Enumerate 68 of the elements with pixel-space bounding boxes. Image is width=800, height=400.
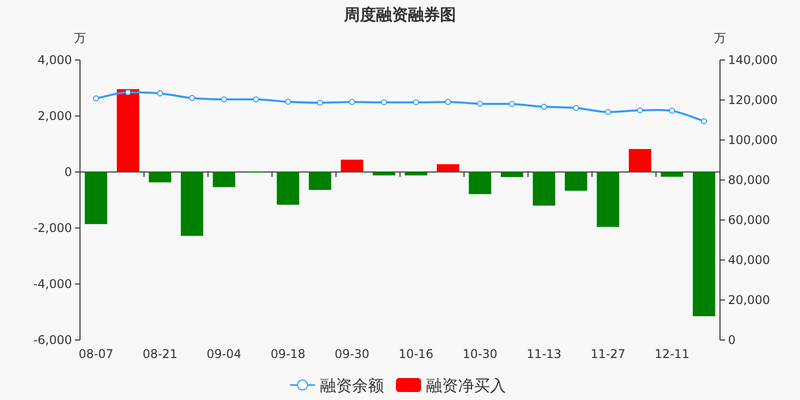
y-tick-label: -4,000 [33,277,72,291]
x-tick-label: 09-04 [206,347,242,361]
bar [276,172,300,205]
point [349,99,355,105]
bar [500,172,524,178]
x-tick-label: 12-11 [654,347,690,361]
legend-label: 融资余额 [320,376,384,395]
x-tick-label: 08-21 [142,347,178,361]
y2-tick-label: 100,000 [728,133,778,147]
x-tick-label: 10-16 [398,347,434,361]
point [701,118,707,124]
y2-tick-label: 0 [728,333,736,347]
y-tick-label: 4,000 [38,53,72,67]
chart-title: 周度融资融券图 [343,5,456,24]
x-tick-label: 09-30 [334,347,370,361]
point [637,107,643,114]
bar [84,172,108,224]
point [573,105,579,111]
bar [148,172,172,182]
bar [468,172,492,194]
point [157,90,163,96]
bar [532,172,556,206]
point [125,89,131,96]
bar [692,172,716,316]
y2-tick-label: 60,000 [728,213,770,227]
bar [436,164,460,172]
point [381,99,387,106]
point [189,95,195,101]
bar [116,89,140,172]
y-tick-label: -6,000 [33,333,72,347]
point [541,104,547,110]
x-tick-label: 09-18 [270,347,306,361]
x-tick-label: 08-07 [78,347,114,361]
y-tick-label: 0 [64,165,72,179]
x-tick-label: 11-13 [526,347,562,361]
y2-tick-label: 80,000 [728,173,770,187]
bar [180,172,204,236]
y2-axis-title: 万 [714,31,726,45]
point [413,99,419,106]
x-tick-label: 10-30 [462,347,498,361]
legend-label: 融资净买入 [426,376,506,395]
y2-tick-label: 120,000 [728,93,778,107]
y2-tick-label: 20,000 [728,293,770,307]
y2-tick-label: 140,000 [728,53,778,67]
bar [596,172,620,227]
point [509,101,515,107]
bar [212,172,236,188]
bar [340,160,364,172]
bar [372,172,396,176]
point [445,99,451,105]
point [253,96,259,102]
point [317,100,323,106]
point [669,108,675,114]
bar [564,172,588,191]
y-axis-title: 万 [74,31,86,45]
y2-tick-label: 40,000 [728,253,770,267]
point [93,95,99,102]
point [285,98,291,105]
y-tick-label: 2,000 [38,109,72,123]
bar [404,172,428,176]
y-tick-label: -2,000 [33,221,72,235]
bar [628,149,652,172]
point [605,109,611,115]
point [477,100,483,107]
point [221,96,227,102]
x-tick-label: 11-27 [590,347,626,361]
bar [308,172,332,190]
bar [660,172,684,177]
